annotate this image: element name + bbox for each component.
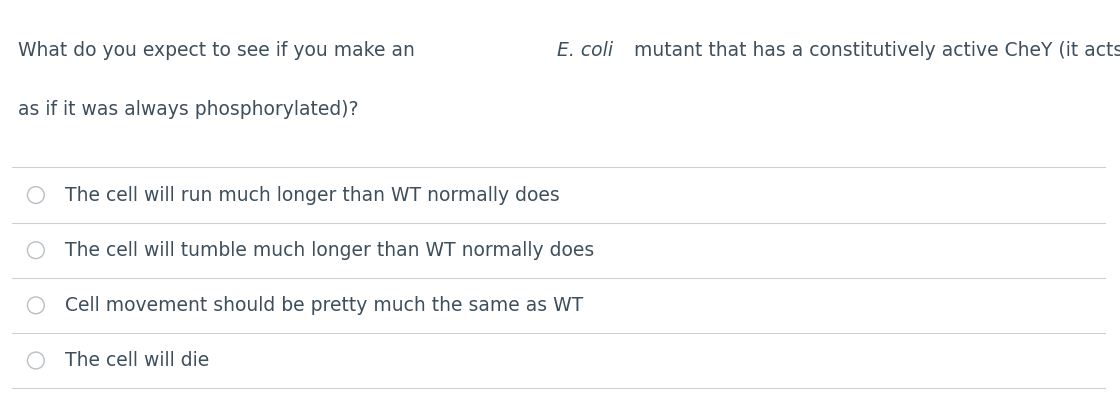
Text: The cell will run much longer than WT normally does: The cell will run much longer than WT no… xyxy=(65,186,560,204)
Text: What do you expect to see if you make an: What do you expect to see if you make an xyxy=(18,41,421,60)
Text: Cell movement should be pretty much the same as WT: Cell movement should be pretty much the … xyxy=(65,296,584,315)
Text: E. coli: E. coli xyxy=(557,41,613,60)
Text: The cell will tumble much longer than WT normally does: The cell will tumble much longer than WT… xyxy=(65,241,595,260)
Text: as if it was always phosphorylated)?: as if it was always phosphorylated)? xyxy=(18,100,358,119)
Text: The cell will die: The cell will die xyxy=(65,351,209,370)
Text: mutant that has a constitutively active CheY (it acts: mutant that has a constitutively active … xyxy=(627,41,1120,60)
